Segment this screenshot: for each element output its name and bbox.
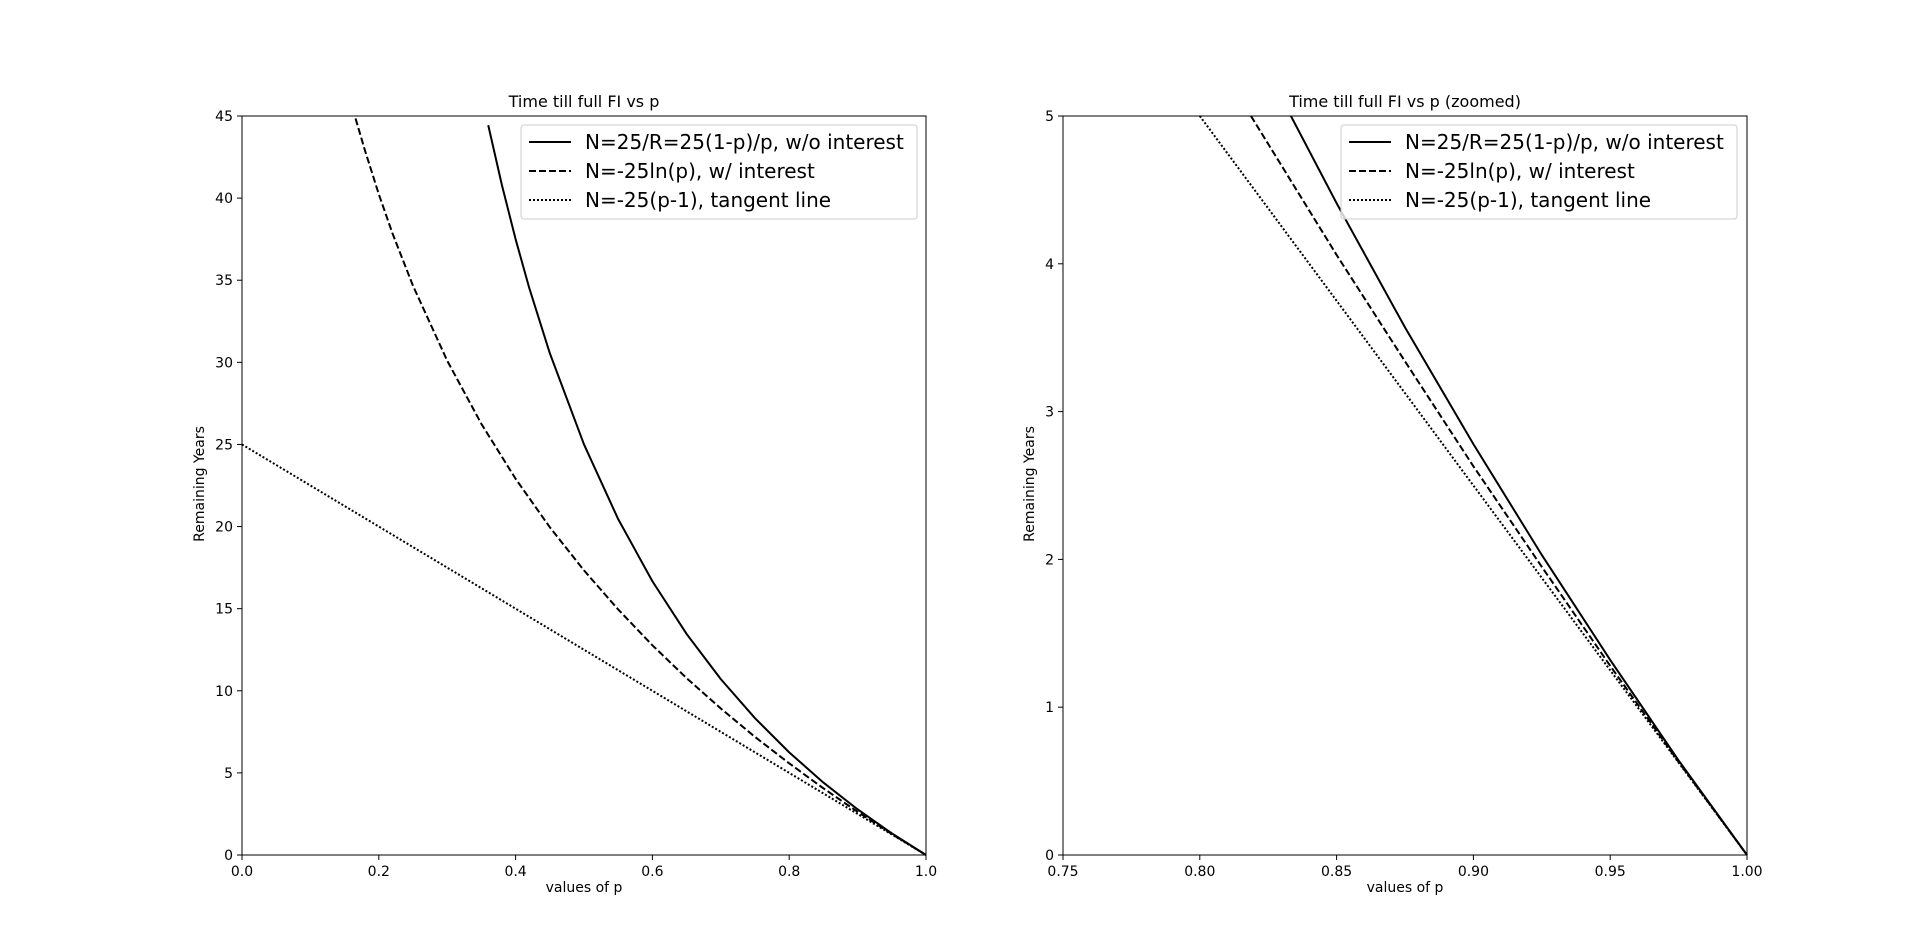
right-legend-label-tangent: N=-25(p-1), tangent line	[1405, 188, 1651, 212]
right-y-tick-label-4: 4	[1045, 257, 1054, 273]
left-y-tick-label-6: 30	[215, 355, 233, 371]
right-x-axis-label: values of p	[1367, 880, 1444, 896]
left-x-tick-label-1: 0.2	[368, 864, 390, 880]
left-x-tick-label-0: 0.0	[231, 864, 253, 880]
right-legend-label-no-interest: N=25/R=25(1-p)/p, w/o interest	[1405, 130, 1724, 154]
left-y-tick-label-8: 40	[215, 191, 233, 207]
left-y-tick-label-9: 45	[215, 109, 233, 125]
right-legend: N=25/R=25(1-p)/p, w/o interest N=-25ln(p…	[1340, 124, 1738, 220]
right-x-tick-label-3: 0.90	[1458, 864, 1489, 880]
right-x-tick-label-4: 0.95	[1595, 864, 1626, 880]
left-y-tick-label-4: 20	[215, 520, 233, 536]
right-x-tick-label-5: 1.00	[1731, 864, 1762, 880]
left-series-no-interest-line	[487, 124, 927, 856]
left-legend-label-no-interest: N=25/R=25(1-p)/p, w/o interest	[585, 130, 904, 154]
right-series-layer	[1198, 115, 1748, 856]
right-legend-box	[1340, 124, 1738, 220]
left-legend: N=25/R=25(1-p)/p, w/o interest N=-25ln(p…	[520, 124, 918, 220]
right-chart-panel: Time till full FI vs p (zoomed) values o…	[1022, 92, 1763, 896]
left-y-tick-label-3: 15	[215, 602, 233, 618]
left-plot-frame	[241, 115, 927, 856]
right-axis-ticks: 0.75 0.80 0.85 0.90 0.95 1.00 0 1 2 3 4 5	[1045, 109, 1763, 880]
left-legend-label-tangent: N=-25(p-1), tangent line	[585, 188, 831, 212]
left-x-tick-label-3: 0.6	[641, 864, 663, 880]
left-legend-label-with-interest: N=-25ln(p), w/ interest	[585, 159, 815, 183]
right-x-tick-label-1: 0.80	[1184, 864, 1215, 880]
left-x-tick-label-5: 1.0	[915, 864, 937, 880]
left-y-tick-label-5: 25	[215, 437, 233, 453]
left-series-tangent-line	[241, 443, 927, 856]
left-chart-title: Time till full FI vs p	[508, 92, 660, 111]
right-y-axis-label: Remaining Years	[1022, 426, 1038, 542]
left-series-with-interest-line	[354, 118, 927, 856]
right-x-tick-label-0: 0.75	[1047, 864, 1078, 880]
right-y-tick-label-3: 3	[1045, 405, 1054, 421]
right-legend-label-with-interest: N=-25ln(p), w/ interest	[1405, 159, 1635, 183]
right-y-tick-label-5: 5	[1045, 109, 1054, 125]
left-y-tick-label-2: 10	[215, 684, 233, 700]
left-y-axis-label: Remaining Years	[192, 426, 208, 542]
left-y-tick-label-0: 0	[224, 848, 233, 864]
right-y-tick-label-2: 2	[1045, 552, 1054, 568]
left-axis-ticks: 0.0 0.2 0.4 0.6 0.8 1.0 0 5 10 15 20 25 30 35 40 45	[215, 109, 937, 880]
right-series-tangent-line	[1198, 115, 1748, 856]
left-y-tick-label-1: 5	[224, 766, 233, 782]
right-series-no-interest-line	[1290, 115, 1748, 856]
left-x-tick-label-2: 0.4	[504, 864, 526, 880]
right-x-tick-label-2: 0.85	[1321, 864, 1352, 880]
right-y-tick-label-1: 1	[1045, 700, 1054, 716]
right-chart-title: Time till full FI vs p (zoomed)	[1288, 92, 1521, 111]
left-chart-panel: Time till full FI vs p values of p Remai…	[192, 92, 937, 896]
left-x-axis-label: values of p	[546, 880, 623, 896]
left-x-tick-label-4: 0.8	[778, 864, 800, 880]
left-y-tick-label-7: 35	[215, 273, 233, 289]
left-legend-box	[520, 124, 918, 220]
right-plot-frame	[1062, 115, 1748, 856]
right-y-tick-label-0: 0	[1045, 848, 1054, 864]
left-series-layer	[241, 118, 927, 856]
